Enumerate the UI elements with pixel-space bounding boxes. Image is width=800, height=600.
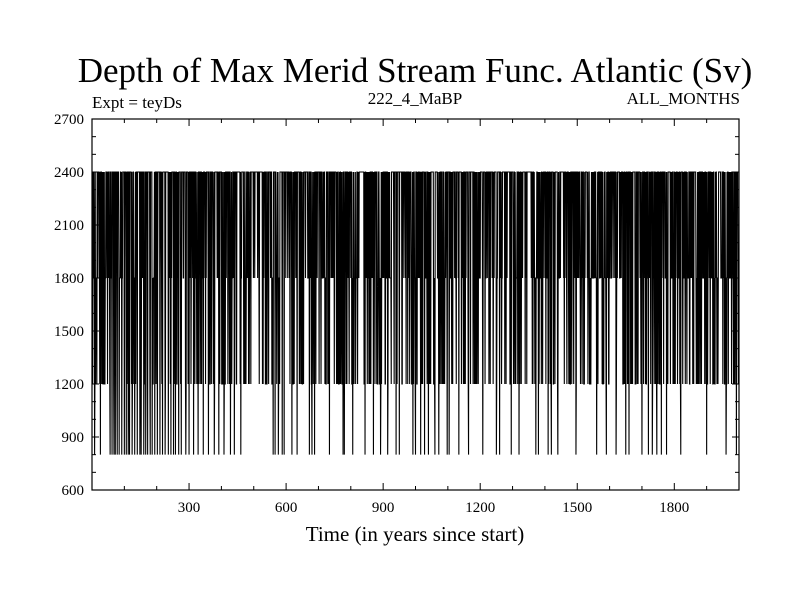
annotation-run: 222_4_MaBP bbox=[368, 89, 462, 108]
axes: 600 900 1200 1500 1800 2100 2400 2700 300 600 900 1… bbox=[54, 112, 739, 516]
chart-title: Depth of Max Merid Stream Func. Atlantic… bbox=[78, 51, 753, 90]
y-tick-label: 1800 bbox=[54, 271, 84, 287]
x-tick-label: 1800 bbox=[659, 500, 689, 516]
x-tick-label: 1200 bbox=[465, 500, 495, 516]
y-tick-label: 600 bbox=[62, 483, 85, 499]
y-tick-label: 1500 bbox=[54, 324, 84, 340]
annotation-expt: Expt = teyDs bbox=[92, 93, 182, 112]
series-line bbox=[91, 171, 740, 455]
y-tick-label: 2100 bbox=[54, 218, 84, 234]
x-tick-label: 600 bbox=[275, 500, 298, 516]
y-tick-label: 2700 bbox=[54, 112, 84, 128]
annotation-months: ALL_MONTHS bbox=[627, 89, 740, 108]
x-tick-label: 1500 bbox=[562, 500, 592, 516]
x-tick-label: 300 bbox=[178, 500, 201, 516]
y-tick-label: 1200 bbox=[54, 377, 84, 393]
x-axis-label: Time (in years since start) bbox=[306, 522, 525, 546]
x-tick-label: 900 bbox=[372, 500, 395, 516]
y-tick-label: 2400 bbox=[54, 165, 84, 181]
series-trace-group bbox=[91, 171, 740, 455]
y-tick-label: 900 bbox=[62, 430, 85, 446]
